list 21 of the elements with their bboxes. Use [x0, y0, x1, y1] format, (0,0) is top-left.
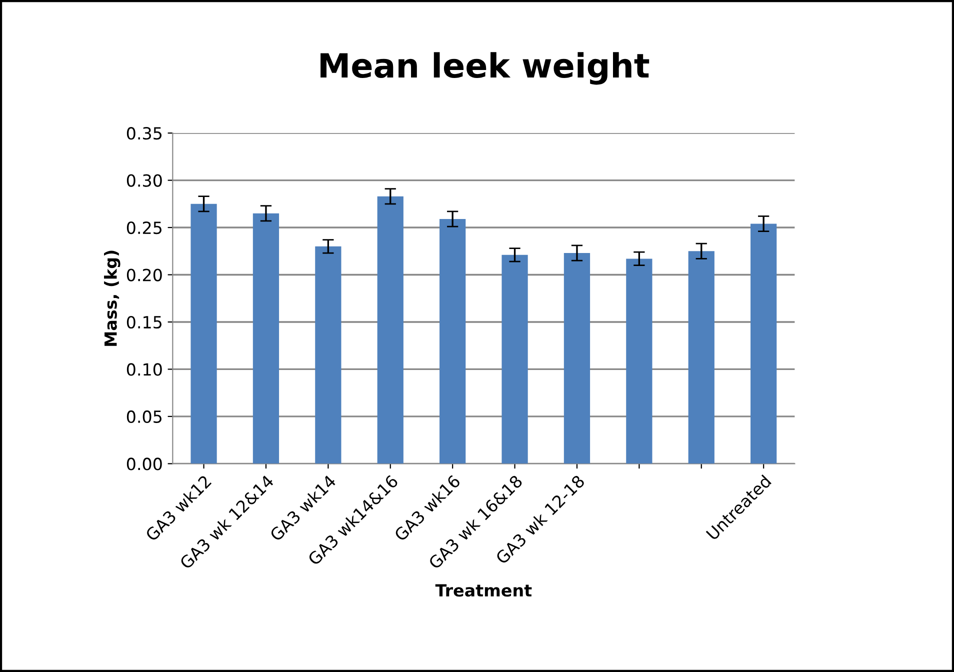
y-tick-label: 0.10: [126, 363, 162, 376]
y-axis-title: Mass, (kg): [104, 250, 120, 346]
y-tick-label: 0.25: [126, 221, 162, 234]
bar: [502, 254, 528, 464]
bar: [688, 251, 714, 464]
y-tick-label: 0.05: [126, 410, 162, 424]
bar: [626, 258, 652, 464]
bar: [252, 213, 280, 464]
chart-title: Mean leek weight: [320, 52, 650, 85]
bar: [750, 224, 777, 464]
bar: [190, 204, 217, 464]
y-tick-label: 0.35: [126, 127, 162, 140]
x-axis-title: Treatment: [435, 584, 532, 597]
y-tick-label: 0.00: [126, 458, 162, 470]
bar: [377, 196, 404, 464]
bar: [564, 253, 590, 464]
y-tick-label: 0.30: [126, 174, 162, 187]
y-tick-label: 0.20: [126, 268, 162, 282]
bar: [315, 246, 342, 464]
bar: [440, 219, 466, 464]
y-tick-label: 0.15: [126, 316, 162, 329]
